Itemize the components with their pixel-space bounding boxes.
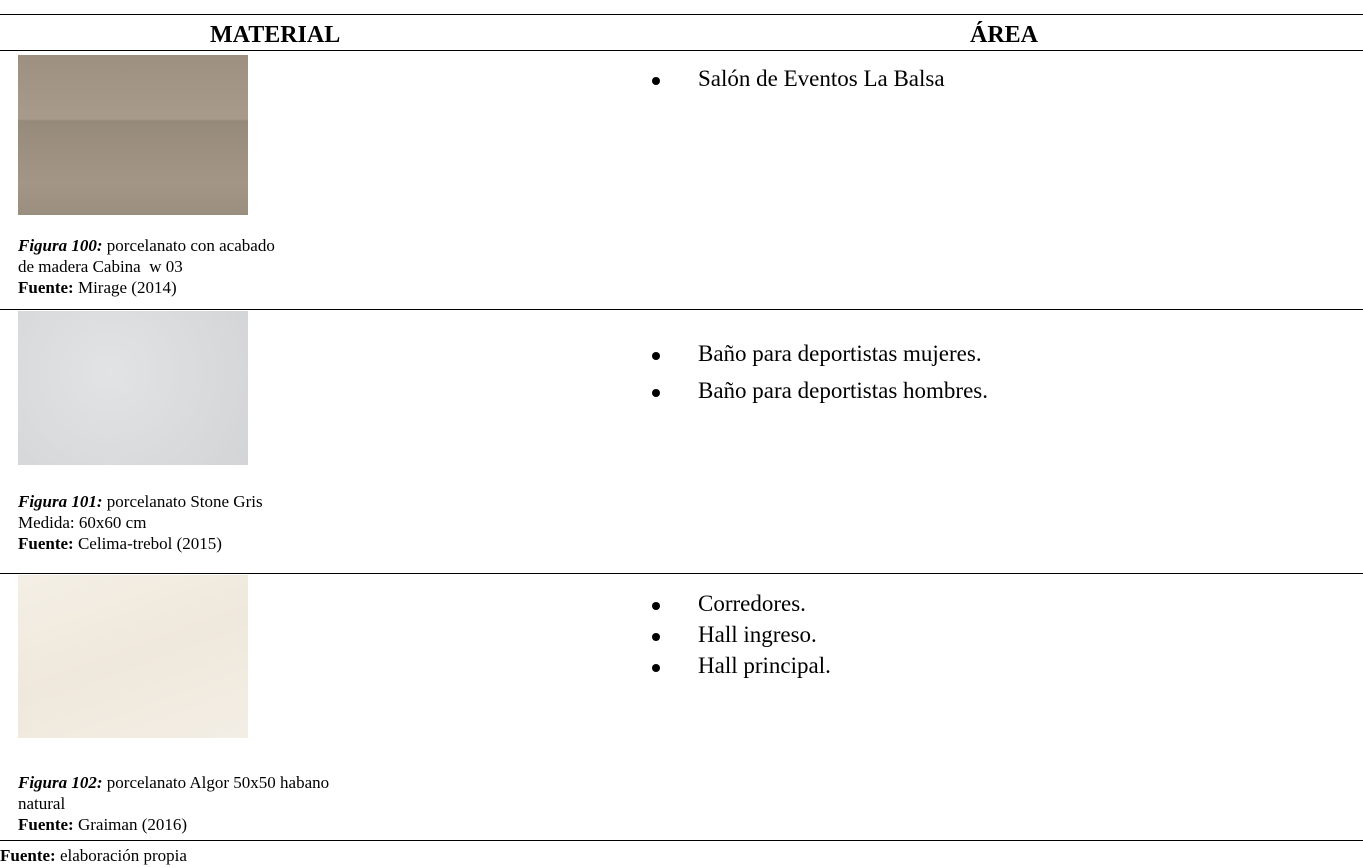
row-rule — [0, 309, 1363, 310]
source-line: Fuente: Mirage (2014) — [18, 278, 177, 298]
caption-line: Figura 102: porcelanato Algor 50x50 haba… — [18, 773, 329, 793]
header-rule — [0, 50, 1363, 51]
caption-line: Medida: 60x60 cm — [18, 513, 146, 533]
area-item: Hall ingreso. — [698, 622, 817, 647]
area-item: Corredores. — [698, 591, 806, 616]
marble-tile-image — [18, 575, 248, 738]
caption-line: natural — [18, 794, 65, 814]
bullet — [652, 352, 660, 360]
caption-text: de madera Cabina w 03 — [18, 257, 183, 276]
table-top-rule — [0, 14, 1363, 15]
caption-text: natural — [18, 794, 66, 813]
bullet — [652, 664, 660, 672]
caption-text: porcelanato con acabado — [106, 236, 275, 255]
area-item: Baño para deportistas hombres. — [698, 378, 988, 403]
row-rule — [0, 573, 1363, 574]
source-text: Celima-trebol (2015) — [77, 534, 222, 553]
source-line: Fuente: Celima-trebol (2015) — [18, 534, 222, 554]
caption-text: Medida: 60x60 cm — [18, 513, 147, 532]
footer-source: Fuente: elaboración propia — [0, 846, 187, 866]
stone-tile-image — [18, 311, 248, 465]
bullet — [652, 602, 660, 610]
caption-text: porcelanato Algor 50x50 habano — [106, 773, 330, 792]
source-label: Fuente: — [18, 815, 74, 834]
source-label: Fuente: — [18, 534, 74, 553]
bullet — [652, 77, 660, 85]
caption-line: Figura 100: porcelanato con acabado — [18, 236, 275, 256]
footer-label: Fuente: — [0, 846, 56, 865]
source-label: Fuente: — [18, 278, 74, 297]
caption-label: Figura 100: — [18, 236, 103, 255]
header-material: MATERIAL — [210, 22, 341, 48]
caption-label: Figura 102: — [18, 773, 103, 792]
bullet — [652, 389, 660, 397]
table-bottom-rule — [0, 840, 1363, 841]
source-text: Mirage (2014) — [77, 278, 177, 297]
wood-tile-image — [18, 55, 248, 215]
caption-line: de madera Cabina w 03 — [18, 257, 183, 277]
header-area: ÁREA — [970, 22, 1039, 48]
area-item: Hall principal. — [698, 653, 831, 678]
source-line: Fuente: Graiman (2016) — [18, 815, 187, 835]
footer-text: elaboración propia — [59, 846, 187, 865]
caption-label: Figura 101: — [18, 492, 103, 511]
source-text: Graiman (2016) — [77, 815, 188, 834]
caption-text: porcelanato Stone Gris — [106, 492, 263, 511]
area-item: Salón de Eventos La Balsa — [698, 66, 945, 91]
bullet — [652, 633, 660, 641]
caption-line: Figura 101: porcelanato Stone Gris — [18, 492, 263, 512]
area-item: Baño para deportistas mujeres. — [698, 341, 982, 366]
